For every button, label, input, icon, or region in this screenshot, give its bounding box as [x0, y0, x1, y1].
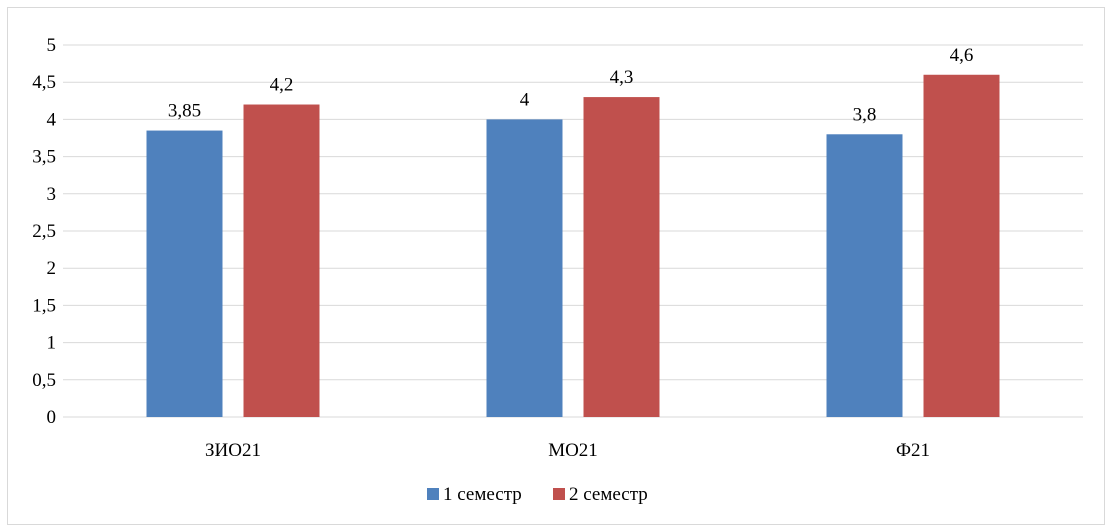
- y-tick-label: 3: [47, 184, 57, 205]
- y-tick-label: 5: [47, 35, 57, 56]
- bar: [243, 104, 320, 418]
- data-label: 3,8: [853, 104, 877, 125]
- y-tick-label: 2: [47, 258, 57, 279]
- data-label: 4,6: [950, 45, 974, 66]
- legend-label: 2 семестр: [569, 484, 648, 505]
- x-axis-category-labels: ЗИО21 МО21 Ф21: [205, 440, 930, 461]
- data-label: 3,85: [168, 101, 201, 122]
- y-tick-label: 0,5: [32, 370, 56, 391]
- bar: [826, 134, 903, 417]
- legend: 1 семестр 2 семестр: [427, 484, 648, 505]
- y-tick-label: 4,5: [32, 72, 56, 93]
- bars: [146, 74, 1000, 418]
- y-tick-label: 1,5: [32, 295, 56, 316]
- data-label: 4,2: [270, 75, 294, 96]
- legend-swatch: [553, 488, 565, 500]
- bar: [146, 130, 223, 417]
- y-tick-label: 2,5: [32, 221, 56, 242]
- data-label: 4: [520, 89, 530, 110]
- bar: [486, 119, 563, 418]
- legend-label: 1 семестр: [443, 484, 522, 505]
- legend-swatch: [427, 488, 439, 500]
- data-label: 4,3: [610, 67, 634, 88]
- bar: [583, 97, 660, 417]
- x-category-label: ЗИО21: [205, 440, 261, 461]
- x-category-label: Ф21: [896, 440, 930, 461]
- x-category-label: МО21: [548, 440, 598, 461]
- bar: [923, 74, 1000, 417]
- gridlines: [63, 44, 1083, 418]
- data-labels: 3,85 4,2 4 4,3 3,8 4,6: [168, 45, 974, 126]
- y-tick-label: 4: [47, 109, 57, 130]
- y-tick-label: 0: [47, 407, 57, 428]
- y-tick-label: 3,5: [32, 147, 56, 168]
- y-tick-label: 1: [47, 333, 57, 354]
- y-axis-tick-labels: 0 0,5 1 1,5 2 2,5 3 3,5 4 4,5 5: [32, 35, 56, 428]
